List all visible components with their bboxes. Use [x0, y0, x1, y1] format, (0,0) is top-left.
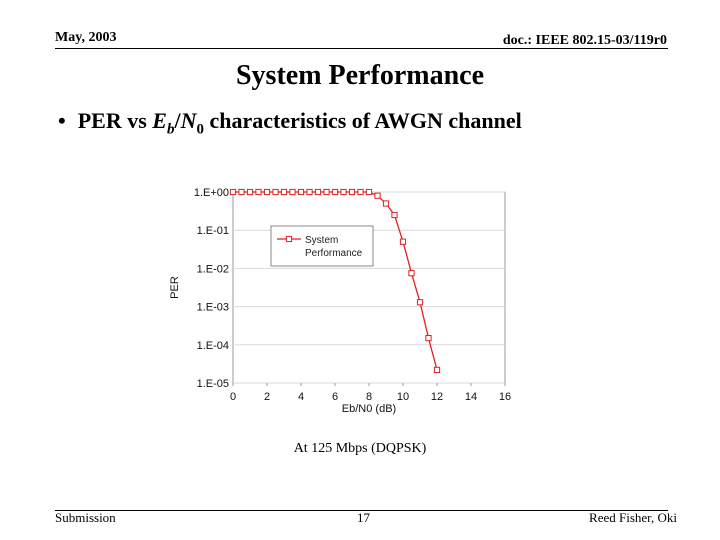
- data-point: [399, 238, 407, 245]
- data-point: [382, 200, 390, 207]
- legend-layer: System Performance: [270, 225, 374, 267]
- bullet-icon: •: [58, 108, 66, 133]
- axis-layer: 1.E+00 1.E-01 1.E-02 1.E-03 1.E-04 1.E-050 2 4 6…: [194, 187, 511, 403]
- data-point: [331, 188, 339, 196]
- data-point: [229, 188, 237, 196]
- data-point: [272, 188, 279, 196]
- bullet-n0: N: [180, 108, 197, 133]
- x-tick-label: 0: [230, 391, 236, 403]
- data-point: [357, 188, 364, 196]
- bullet-eb-sub: b: [166, 121, 175, 138]
- bullet-n0-sub: 0: [196, 121, 204, 138]
- y-tick-label: 1.E-04: [197, 340, 229, 352]
- data-point: [289, 188, 296, 196]
- footer-divider: [55, 510, 668, 511]
- header-date: May, 2003: [55, 30, 117, 45]
- x-tick-label: 14: [465, 391, 477, 403]
- chart-caption: At 125 Mbps (DQPSK): [293, 441, 427, 456]
- x-tick-label: 12: [431, 391, 443, 403]
- y-tick-label: 1.E-01: [197, 225, 229, 237]
- data-point: [263, 188, 271, 196]
- x-tick-label: 4: [298, 391, 304, 403]
- x-tick-label: 8: [366, 391, 372, 403]
- legend-label: Performance: [305, 248, 363, 259]
- y-tick-label: 1.E-02: [197, 263, 229, 275]
- bullet-eb: E: [152, 108, 167, 133]
- bullet-suffix: characteristics of AWGN channel: [203, 108, 522, 133]
- bullet-slash: /: [174, 108, 181, 133]
- data-point: [297, 188, 305, 196]
- data-point: [416, 299, 424, 306]
- y-tick-label: 1.E-05: [197, 378, 229, 390]
- y-axis-label: PER: [169, 276, 181, 299]
- data-point: [365, 188, 373, 196]
- data-point: [323, 188, 330, 196]
- y-tick-label: 1.E-03: [197, 302, 229, 314]
- data-point: [255, 188, 262, 196]
- data-point: [238, 188, 245, 196]
- footer-submission: Submission: [55, 510, 116, 525]
- legend-label: System: [305, 235, 338, 246]
- data-point: [314, 188, 322, 196]
- per-chart: 1.E+00 1.E-01 1.E-02 1.E-03 1.E-04 1.E-050 2 4 6…: [169, 187, 511, 415]
- x-tick-label: 16: [499, 391, 511, 403]
- bullet-prefix: PER vs: [77, 108, 153, 133]
- data-point: [433, 366, 441, 374]
- x-tick-label: 6: [332, 391, 338, 403]
- data-point: [280, 188, 288, 196]
- footer-author: Reed Fisher, Oki: [589, 510, 677, 525]
- data-point: [374, 192, 381, 199]
- series-layer: [229, 188, 441, 374]
- x-axis-label: Eb/N0 (dB): [342, 403, 396, 415]
- data-point: [391, 211, 398, 219]
- footer-page-number: 17: [357, 510, 370, 525]
- grid-layer: [232, 191, 506, 384]
- data-point: [348, 188, 356, 196]
- plot-area: [232, 191, 506, 384]
- legend-box: [270, 225, 374, 267]
- bullet-point: • PER vs Eb/N0 characteristics of AWGN ch…: [58, 108, 522, 138]
- header-doc-id: doc.: IEEE 802.15-03/119r0: [502, 33, 667, 48]
- header-divider: [55, 48, 668, 49]
- x-tick-label: 10: [397, 391, 409, 403]
- y-tick-label: 1.E+00: [194, 187, 229, 199]
- data-point: [408, 270, 415, 277]
- legend-marker: [285, 235, 293, 243]
- data-point: [306, 188, 313, 196]
- data-point: [425, 334, 432, 342]
- data-point: [246, 188, 254, 196]
- slide-title: System Performance: [235, 60, 484, 91]
- data-point: [340, 188, 347, 196]
- x-tick-label: 2: [264, 391, 270, 403]
